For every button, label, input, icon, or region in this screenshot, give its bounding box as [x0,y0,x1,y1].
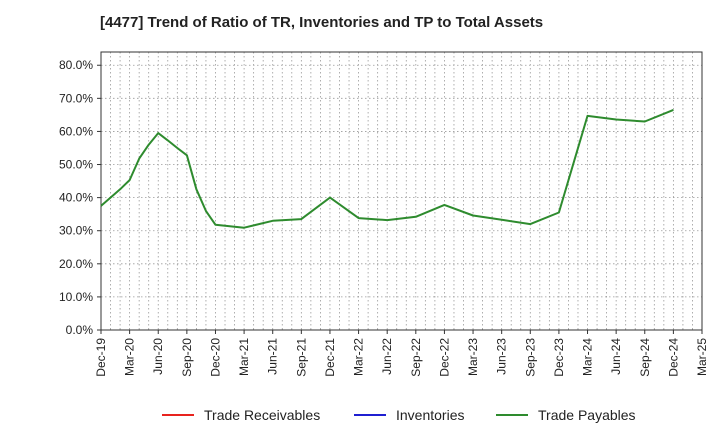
x-tick-label: Jun-20 [151,338,165,375]
y-tick-label: 70.0% [59,91,93,105]
x-tick-label: Jun-21 [266,338,280,375]
x-tick-label: Sep-22 [409,338,423,377]
y-tick-label: 20.0% [59,257,93,271]
legend-swatch [354,414,386,416]
x-tick-label: Dec-23 [552,338,566,377]
gridlines [101,52,702,330]
legend-label: Inventories [396,407,465,423]
legend-swatch [496,414,528,416]
x-tick-label: Sep-23 [523,338,537,377]
plot-frame [100,51,703,331]
x-tick-label: Mar-21 [237,338,251,376]
x-tick-label: Dec-21 [323,338,337,377]
x-tick-label: Sep-20 [180,338,194,377]
x-tick-label: Mar-25 [695,338,709,376]
x-tick-label: Mar-22 [352,338,366,376]
y-tick-label: 40.0% [59,191,93,205]
x-tick-label: Jun-22 [380,338,394,375]
legend-swatch [162,414,194,416]
y-tick-label: 50.0% [59,158,93,172]
x-tick-label: Mar-24 [581,338,595,376]
y-tick-label: 30.0% [59,224,93,238]
legend-item: Inventories [354,404,464,426]
y-tick-label: 10.0% [59,290,93,304]
x-tick-label: Mar-23 [466,338,480,376]
x-tick-label: Sep-21 [294,338,308,377]
legend-item: Trade Payables [496,404,636,426]
y-tick-label: 80.0% [59,58,93,72]
x-tick-label: Jun-23 [495,338,509,375]
legend-item: Trade Receivables [162,404,320,426]
legend-label: Trade Payables [538,407,636,423]
x-tick-label: Dec-22 [437,338,451,377]
y-tick-label: 0.0% [66,323,94,337]
chart-legend: Trade Receivables Inventories Trade Payabl… [0,404,720,426]
x-tick-label: Dec-20 [208,338,222,377]
y-tick-label: 60.0% [59,124,93,138]
x-tick-label: Mar-20 [123,338,137,376]
x-tick-label: Dec-24 [666,338,680,377]
series-points [100,109,674,228]
x-tick-label: Dec-19 [94,338,108,377]
legend-label: Trade Receivables [204,407,321,423]
x-tick-label: Jun-24 [609,338,623,375]
x-tick-label: Sep-24 [638,338,652,377]
chart-title: [4477] Trend of Ratio of TR, Inventories… [100,14,544,31]
